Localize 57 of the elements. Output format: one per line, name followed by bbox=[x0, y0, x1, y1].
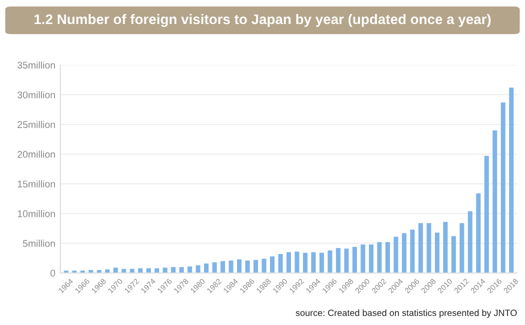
bar bbox=[196, 265, 200, 273]
bar bbox=[484, 156, 489, 273]
bar bbox=[344, 248, 349, 273]
bar bbox=[212, 262, 217, 273]
bar bbox=[245, 260, 250, 273]
bar bbox=[294, 252, 300, 273]
bar bbox=[368, 244, 374, 273]
bar bbox=[434, 232, 440, 273]
y-tick-label: 10million bbox=[18, 210, 55, 218]
y-tick-label: 15million bbox=[18, 180, 55, 188]
y-tick-label: 20million bbox=[18, 150, 55, 158]
bar bbox=[476, 193, 481, 273]
y-tick-label: 25million bbox=[18, 120, 55, 128]
bar bbox=[270, 256, 275, 273]
bar bbox=[443, 222, 448, 273]
bar bbox=[500, 102, 506, 273]
bar bbox=[336, 248, 340, 273]
source-note: source: Created based on statistics presented by JNTO bbox=[296, 309, 517, 318]
bar bbox=[254, 260, 258, 273]
bar bbox=[146, 268, 151, 273]
bar bbox=[492, 130, 498, 273]
bar bbox=[311, 252, 316, 273]
bar bbox=[509, 88, 514, 273]
bar bbox=[113, 268, 118, 273]
bar bbox=[220, 261, 226, 273]
y-tick-label: 35million bbox=[18, 61, 55, 69]
bar bbox=[154, 268, 160, 273]
bar bbox=[328, 250, 332, 273]
bar bbox=[352, 246, 357, 273]
bar bbox=[402, 233, 406, 273]
bar bbox=[162, 268, 168, 273]
y-tick-label: 5million bbox=[22, 240, 55, 247]
bar bbox=[377, 242, 382, 273]
bar bbox=[138, 268, 143, 273]
bar bbox=[286, 252, 292, 273]
bar bbox=[385, 242, 390, 273]
bar bbox=[394, 236, 398, 273]
bar bbox=[426, 223, 432, 273]
bar bbox=[451, 236, 456, 273]
bar bbox=[262, 258, 266, 273]
bar bbox=[204, 263, 209, 273]
chart-title: 1.2 Number of foreign visitors to Japan by year (updated once a year) bbox=[34, 14, 491, 27]
bar bbox=[410, 230, 415, 273]
y-tick-label: 0 bbox=[50, 270, 56, 277]
bar bbox=[188, 266, 192, 273]
y-tick-label: 30million bbox=[18, 91, 55, 98]
bar bbox=[228, 260, 234, 273]
bar bbox=[460, 223, 464, 273]
bar bbox=[171, 267, 176, 273]
bar bbox=[360, 244, 366, 273]
bar bbox=[319, 252, 324, 273]
bar bbox=[179, 267, 184, 273]
bar bbox=[237, 259, 242, 273]
bar bbox=[418, 223, 423, 273]
bar bbox=[278, 254, 283, 273]
bar bbox=[302, 252, 308, 273]
bar bbox=[468, 211, 472, 273]
